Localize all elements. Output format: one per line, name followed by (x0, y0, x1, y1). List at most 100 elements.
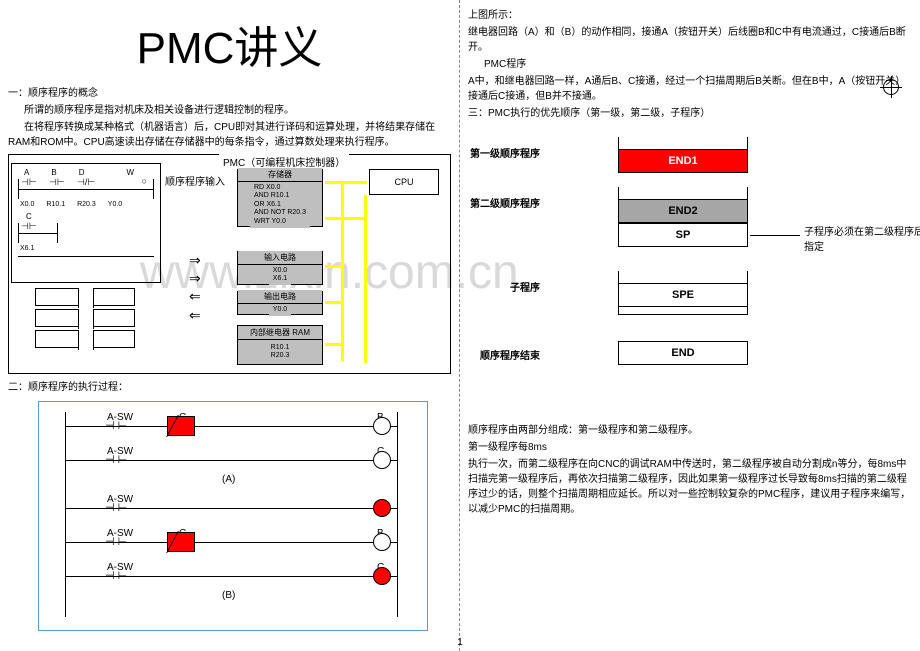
crop-mark-icon (880, 76, 902, 98)
ladder-rung-1: ⊣⊢ ⊣⊢ ⊣/⊢ ○ (18, 179, 154, 199)
ladder-top-w: W (126, 168, 134, 177)
end1-box: END1 (618, 149, 748, 173)
mem-title: 存储器 (238, 168, 322, 182)
prio-l3: 子程序 (510, 279, 540, 294)
r-para2-1: 顺序程序由两部分组成：第一级程序和第二级程序。 (468, 423, 912, 438)
input-io-box: 输入电路 X0.0 X6.1 (237, 251, 323, 285)
nc-contact-icon (167, 416, 195, 436)
addr-x00: X0.0 (20, 201, 34, 208)
addr-y00: Y0.0 (108, 201, 122, 208)
page-number: 1 (457, 637, 463, 648)
coil-red-icon (373, 567, 391, 585)
left-column: PMC讲义 一：顺序程序的概念 所谓的顺序程序是指对机床及相关设备进行逻辑控制的… (0, 0, 460, 651)
r-para2-2: 第一级程序每8ms (468, 440, 912, 455)
pmc-label: PMC（可编程机床控制器） (219, 154, 349, 169)
arrow-icons: ⇒⇒⇐⇐ (189, 251, 201, 324)
coil-icon (373, 533, 391, 551)
r-p3: PMC程序 (468, 57, 912, 72)
switch-icons (15, 285, 155, 351)
no-contact-icon: ⊣ ⊢ (105, 535, 127, 548)
r-para2-3: 执行一次，而第二级程序在向CNC的调试RAM中传送时，第二级程序被自动分割成n等… (468, 457, 912, 517)
sec1-title: 一：顺序程序的概念 (8, 86, 451, 101)
ladder-rung-2: ⊣⊢ (18, 223, 58, 243)
bus-line (364, 195, 367, 363)
switch-icon (35, 309, 135, 327)
ram-line: R10.1 (271, 344, 290, 352)
ram-title: 内部继电器 RAM (238, 326, 322, 340)
ladder-top-a: A (24, 168, 29, 177)
coil-icon (373, 417, 391, 435)
stack-edge (618, 187, 748, 199)
bus-line (325, 217, 365, 220)
ram-body: R10.1 R20.3 (267, 340, 294, 364)
io-line: X0.0 (273, 267, 287, 275)
no-contact-icon: ⊣ ⊢ (105, 419, 127, 432)
sec3-title: 三：PMC执行的优先顺序（第一级，第二级，子程序） (468, 106, 912, 121)
no-contact-icon: ⊣ ⊢ (105, 501, 127, 514)
in-body: X0.0 X6.1 (269, 265, 291, 286)
sec1-p1: 所谓的顺序程序是指对机床及相关设备进行逻辑控制的程序。 (8, 103, 451, 118)
group-b-label: (B) (222, 590, 235, 601)
io-line: X6.1 (273, 275, 287, 283)
bus-line (325, 343, 343, 346)
left-rail (65, 412, 66, 617)
switch-icon (35, 330, 135, 348)
right-column: 上图所示： 继电器回路（A）和（B）的动作相同，接通A（按钮开关）后线圈B和C中… (460, 0, 920, 651)
r-p2: 继电器回路（A）和（B）的动作相同，接通A（按钮开关）后线圈B和C中有电流通过，… (468, 25, 912, 55)
mem-line: AND NOT R20.3 (254, 209, 306, 217)
addr-r203: R20.3 (77, 201, 96, 208)
end2-box: END2 (618, 199, 748, 223)
cpu-box: CPU (369, 169, 439, 195)
in-title: 输入电路 (238, 251, 322, 265)
out-body: Y0.0 (269, 304, 291, 316)
note-text: 子程序必须在第二级程序后指定 (804, 223, 920, 253)
no-contact-icon: ⊣ ⊢ (105, 453, 127, 466)
sec1-p2: 在将程序转换成某种格式（机器语言）后，CPU即对其进行译码和运算处理，并将结果存… (8, 120, 451, 150)
out-title: 输出电路 (238, 290, 322, 304)
figure-1: PMC（可编程机床控制器） A B D W ⊣⊢ ⊣⊢ ⊣/⊢ ○ X0.0 (8, 154, 451, 374)
note-arrow (750, 235, 800, 236)
r-p1: 上图所示： (468, 8, 912, 23)
mem-body: RD X0.0 AND R10.1 OR X6.1 AND NOT R20.3 … (250, 182, 310, 228)
addr-r101: R10.1 (46, 201, 65, 208)
memory-box: 存储器 RD X0.0 AND R10.1 OR X6.1 AND NOT R2… (237, 169, 323, 227)
io-line: Y0.0 (273, 306, 287, 314)
seq-input-label: 顺序程序输入 (165, 173, 225, 188)
figure-2: A-SW ⊣ ⊢ C B A-SW ⊣ ⊢ C (A) A-SW ⊣ ⊢ A-S… (38, 401, 428, 631)
end-box: END (618, 341, 748, 365)
spe-box: SPE (618, 283, 748, 307)
stack-edge (618, 271, 748, 283)
coil-icon (373, 451, 391, 469)
ram-box: 内部继电器 RAM R10.1 R20.3 (237, 325, 323, 365)
bus-line (325, 301, 343, 304)
coil-red-icon (373, 499, 391, 517)
mem-line: AND R10.1 (254, 192, 306, 200)
ladder-top-d: D (79, 168, 85, 177)
mem-line: OR X6.1 (254, 201, 306, 209)
prio-l2: 第二级顺序程序 (470, 195, 540, 210)
priority-diagram: 第一级顺序程序 END1 第二级顺序程序 END2 SP 子程序必须在第二级程序… (528, 131, 912, 381)
bus-line (325, 265, 343, 268)
mem-line: WRT Y0.0 (254, 218, 306, 226)
prio-l1: 第一级顺序程序 (470, 145, 540, 160)
prio-l4: 顺序程序结束 (480, 347, 540, 362)
stack-edge (618, 137, 748, 149)
no-contact-icon: ⊣ ⊢ (105, 569, 127, 582)
addr-c: C (26, 212, 154, 221)
bus-line (341, 181, 344, 361)
stack-edge (618, 307, 748, 315)
addr-x61: X6.1 (20, 245, 154, 252)
output-io-box: 输出电路 Y0.0 (237, 291, 323, 315)
r-p4: A中，和继电器回路一样，A通后B、C接通，经过一个扫描周期后B关断。但在B中，A… (468, 74, 912, 104)
mem-line: RD X0.0 (254, 184, 306, 192)
bus-line (325, 181, 367, 184)
sp-box: SP (618, 223, 748, 247)
switch-icon (35, 288, 135, 306)
ladder-top-b: B (51, 168, 56, 177)
ladder-panel: A B D W ⊣⊢ ⊣⊢ ⊣/⊢ ○ X0.0 R10.1 R20.3 Y0.… (11, 163, 161, 283)
main-title: PMC讲义 (8, 12, 451, 76)
ram-line: R20.3 (271, 352, 290, 360)
sec2-title: 二：顺序程序的执行过程： (8, 380, 451, 395)
right-rail (397, 412, 398, 617)
group-a-label: (A) (222, 474, 235, 485)
